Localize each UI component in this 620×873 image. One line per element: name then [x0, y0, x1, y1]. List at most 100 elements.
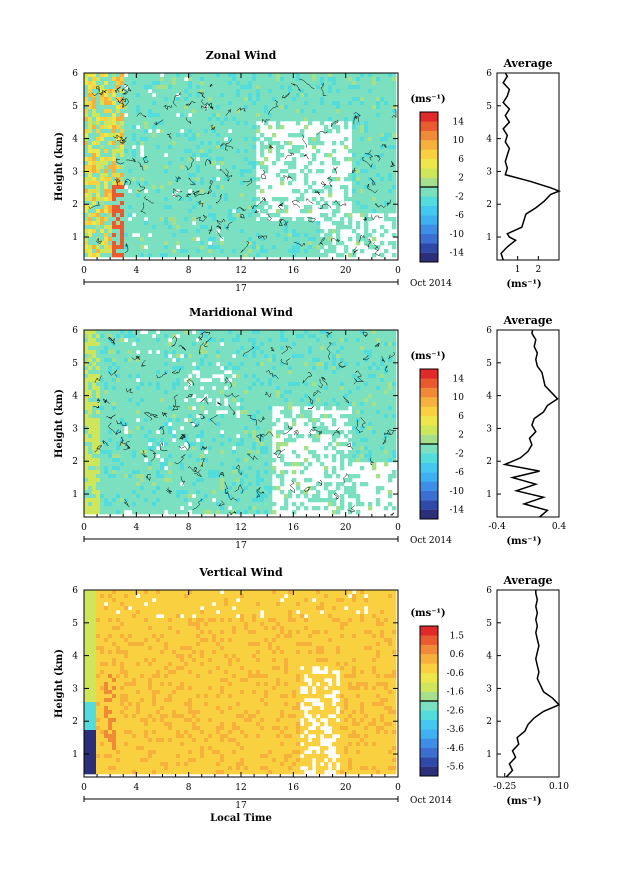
heatmap-cell — [124, 173, 129, 178]
heatmap-cell — [212, 253, 217, 258]
heatmap-cell — [208, 374, 213, 379]
heatmap-cell — [124, 225, 129, 230]
heatmap-cell — [156, 125, 161, 130]
heatmap-cell — [220, 221, 225, 226]
heatmap-cell — [248, 129, 253, 134]
heatmap-cell — [108, 77, 113, 82]
heatmap-cell — [368, 157, 373, 162]
heatmap-cell — [232, 454, 237, 459]
heatmap-cell — [288, 73, 293, 78]
heatmap-cell — [344, 117, 349, 122]
heatmap-cell — [96, 101, 101, 106]
heatmap-cell — [292, 117, 297, 122]
heatmap-cell — [368, 205, 373, 210]
heatmap-cell — [148, 85, 153, 90]
heatmap-cell — [320, 169, 325, 174]
contour-line — [268, 144, 274, 149]
heatmap-cell — [144, 430, 149, 435]
heatmap-cell — [188, 426, 193, 431]
heatmap-cell — [96, 217, 101, 222]
heatmap-cell — [204, 229, 209, 234]
heatmap-cell — [268, 241, 273, 246]
heatmap-cell — [132, 346, 137, 351]
heatmap-cell — [176, 157, 181, 162]
heatmap-cell — [112, 406, 117, 411]
heatmap-cell — [188, 105, 193, 110]
heatmap-cell — [152, 442, 157, 447]
heatmap-cell — [96, 233, 101, 238]
heatmap-cell — [252, 89, 257, 94]
heatmap-cell — [388, 193, 393, 198]
heatmap-cell — [224, 422, 229, 427]
heatmap-cell — [168, 470, 173, 475]
heatmap-cell — [340, 117, 345, 122]
heatmap-cell — [208, 430, 213, 435]
heatmap-cell — [260, 97, 265, 102]
heatmap-cell — [328, 101, 333, 106]
heatmap-cell — [104, 249, 109, 254]
heatmap-cell — [196, 145, 201, 150]
heatmap-cell — [204, 402, 209, 407]
heatmap-cell — [348, 197, 353, 202]
heatmap-cell — [360, 89, 365, 94]
heatmap-cell — [100, 165, 105, 170]
heatmap-cell — [196, 173, 201, 178]
heatmap-cell — [120, 133, 125, 138]
heatmap-cell — [232, 506, 237, 511]
heatmap-cell — [292, 233, 297, 238]
heatmap-cell — [308, 89, 313, 94]
heatmap-cell — [204, 89, 209, 94]
heatmap-cell — [176, 414, 181, 419]
heatmap-cell — [132, 193, 137, 198]
heatmap-cell — [224, 458, 229, 463]
heatmap-cell — [148, 121, 153, 126]
heatmap-cell — [188, 237, 193, 242]
heatmap-cell — [372, 89, 377, 94]
heatmap-cell — [292, 101, 297, 106]
heatmap-cell — [268, 229, 273, 234]
heatmap-cell — [316, 225, 321, 230]
heatmap-cell — [204, 354, 209, 359]
heatmap-cell — [192, 334, 197, 339]
heatmap-cell — [156, 370, 161, 375]
heatmap-cell — [100, 346, 105, 351]
heatmap-cell — [208, 446, 213, 451]
heatmap-cell — [360, 97, 365, 102]
heatmap-cell — [104, 494, 109, 499]
heatmap-cell — [236, 346, 241, 351]
heatmap-cell — [140, 422, 145, 427]
heatmap-cell — [108, 197, 113, 202]
heatmap-cell — [248, 233, 253, 238]
heatmap-cell — [204, 185, 209, 190]
heatmap-cell — [132, 486, 137, 491]
heatmap-cell — [184, 209, 189, 214]
heatmap-cell — [120, 386, 125, 391]
contour-line — [192, 190, 200, 195]
heatmap-cell — [132, 225, 137, 230]
heatmap-cell — [108, 169, 113, 174]
heatmap-cell — [200, 97, 205, 102]
heatmap-cell — [120, 117, 125, 122]
heatmap-cell — [244, 89, 249, 94]
heatmap-cell — [256, 221, 261, 226]
heatmap-cell — [364, 157, 369, 162]
heatmap-cell — [104, 482, 109, 487]
heatmap-cell — [188, 249, 193, 254]
heatmap-cell — [192, 157, 197, 162]
heatmap-cell — [160, 93, 165, 98]
heatmap-cell — [192, 482, 197, 487]
heatmap-cell — [260, 73, 265, 78]
heatmap-cell — [264, 109, 269, 114]
heatmap-cell — [304, 165, 309, 170]
heatmap-cell — [144, 129, 149, 134]
heatmap-cell — [104, 89, 109, 94]
heatmap-cell — [220, 73, 225, 78]
heatmap-cell — [152, 430, 157, 435]
heatmap-cell — [128, 97, 133, 102]
heatmap-cell — [264, 241, 269, 246]
heatmap-cell — [228, 390, 233, 395]
heatmap-cell — [272, 85, 277, 90]
heatmap-cell — [348, 237, 353, 242]
heatmap-cell — [128, 414, 133, 419]
heatmap-cell — [140, 494, 145, 499]
